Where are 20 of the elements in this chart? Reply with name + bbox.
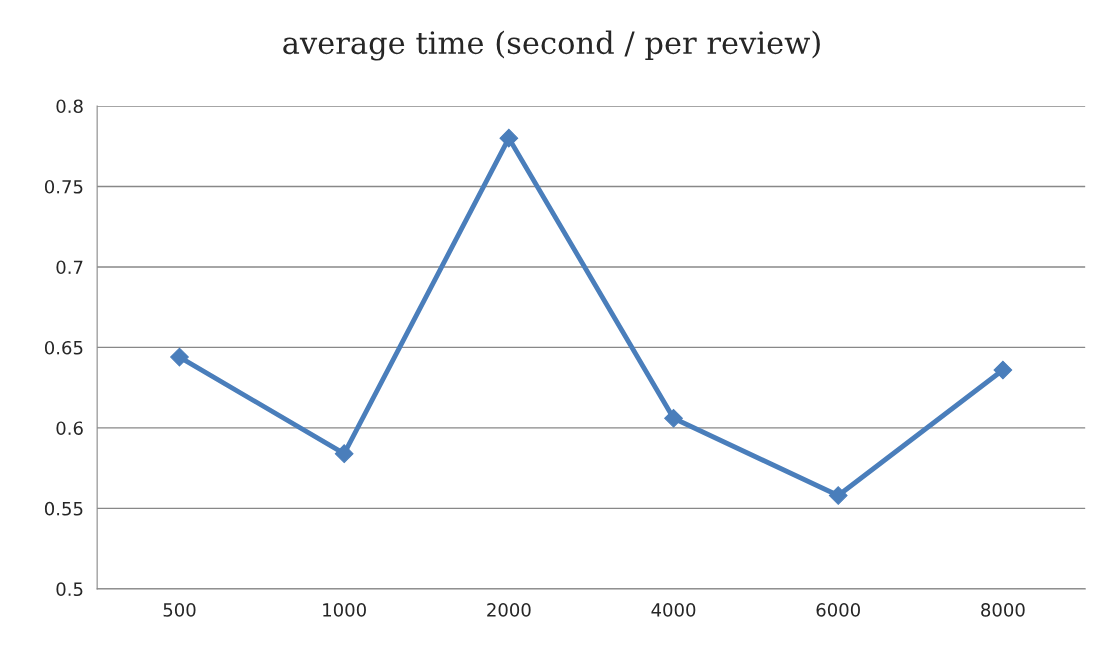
y-tick-label: 0.75: [44, 179, 83, 194]
point: [828, 486, 848, 505]
x-tick-label: 6000: [816, 603, 860, 617]
chart-title: average time (second / per review): [283, 30, 820, 61]
y-tick-label: 0.65: [44, 340, 83, 355]
y-tick-label: 0.55: [44, 501, 83, 516]
x-tick-label: 500: [163, 603, 196, 617]
point: [334, 444, 354, 464]
y-tick-label: 0.8: [56, 99, 83, 114]
point: [664, 408, 683, 428]
x-tick-label: 8000: [981, 603, 1025, 617]
y-tick-label: 0.7: [56, 260, 83, 275]
point: [499, 128, 519, 148]
y-tick-label: 0.5: [56, 582, 83, 597]
point: [170, 347, 189, 367]
point: [993, 360, 1013, 380]
x-tick-label: 1000: [323, 603, 366, 617]
x-tick-label: 2000: [487, 603, 531, 617]
y-tick-label: 0.6: [56, 421, 83, 436]
x-tick-label: 4000: [651, 603, 696, 617]
